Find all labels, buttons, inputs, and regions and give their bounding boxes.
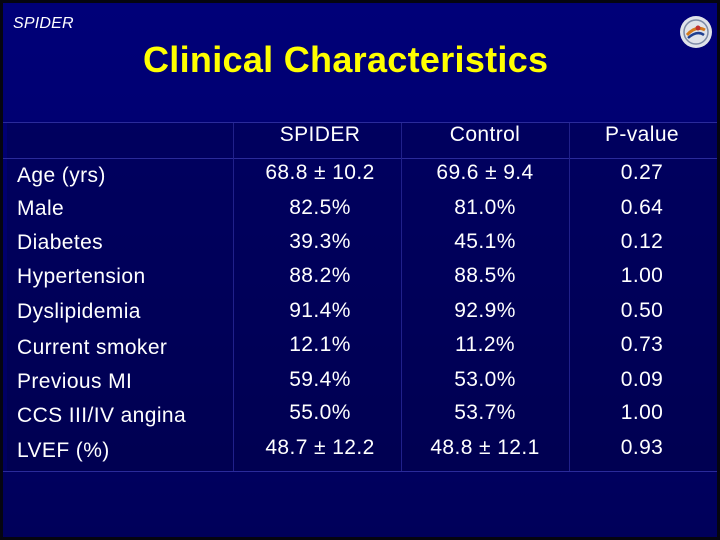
table-bottom-rule bbox=[3, 471, 717, 472]
table-panel bbox=[7, 123, 717, 471]
p-value: 0.12 bbox=[620, 230, 664, 253]
p-value: 1.00 bbox=[620, 401, 664, 424]
p-value: 0.09 bbox=[620, 368, 664, 391]
column-divider bbox=[569, 123, 570, 471]
column-divider bbox=[401, 123, 402, 471]
row-label: Dyslipidemia bbox=[17, 300, 141, 323]
control-value: 45.1% bbox=[454, 230, 516, 253]
row-label: Male bbox=[17, 197, 65, 220]
page-title: Clinical Characteristics bbox=[143, 39, 549, 80]
column-header-p-value: P-value bbox=[604, 123, 679, 146]
spider-value: 59.4% bbox=[289, 368, 351, 391]
control-value: 69.6 ± 9.4 bbox=[436, 161, 534, 184]
column-header-control: Control bbox=[449, 123, 521, 146]
spider-value: 48.7 ± 12.2 bbox=[265, 436, 375, 459]
table-top-rule bbox=[3, 122, 717, 123]
spider-value: 55.0% bbox=[289, 401, 351, 424]
control-value: 53.7% bbox=[454, 401, 516, 424]
header-rule bbox=[3, 158, 717, 159]
p-value: 0.73 bbox=[620, 333, 664, 356]
spider-value: 82.5% bbox=[289, 196, 351, 219]
row-label: Diabetes bbox=[17, 231, 104, 254]
row-label: Previous MI bbox=[17, 370, 133, 393]
row-label: Hypertension bbox=[17, 265, 146, 288]
row-label: CCS III/IV angina bbox=[17, 404, 187, 427]
control-value: 48.8 ± 12.1 bbox=[430, 436, 540, 459]
spider-value: 88.2% bbox=[289, 264, 351, 287]
row-label: Current smoker bbox=[17, 336, 168, 359]
spider-value: 12.1% bbox=[289, 333, 351, 356]
slide-tag: SPIDER bbox=[13, 15, 74, 32]
column-header-spider: SPIDER bbox=[279, 123, 361, 146]
control-value: 81.0% bbox=[454, 196, 516, 219]
row-label: LVEF (%) bbox=[17, 439, 110, 462]
spider-value: 39.3% bbox=[289, 230, 351, 253]
p-value: 0.64 bbox=[620, 196, 664, 219]
control-value: 88.5% bbox=[454, 264, 516, 287]
conference-logo-icon bbox=[680, 16, 712, 48]
p-value: 0.27 bbox=[620, 161, 664, 184]
control-value: 53.0% bbox=[454, 368, 516, 391]
spider-value: 68.8 ± 10.2 bbox=[265, 161, 375, 184]
p-value: 0.50 bbox=[620, 299, 664, 322]
p-value: 0.93 bbox=[620, 436, 664, 459]
control-value: 11.2% bbox=[455, 333, 515, 356]
row-label: Age (yrs) bbox=[17, 164, 106, 187]
p-value: 1.00 bbox=[620, 264, 664, 287]
spider-value: 91.4% bbox=[289, 299, 351, 322]
control-value: 92.9% bbox=[454, 299, 516, 322]
column-divider bbox=[233, 123, 234, 471]
